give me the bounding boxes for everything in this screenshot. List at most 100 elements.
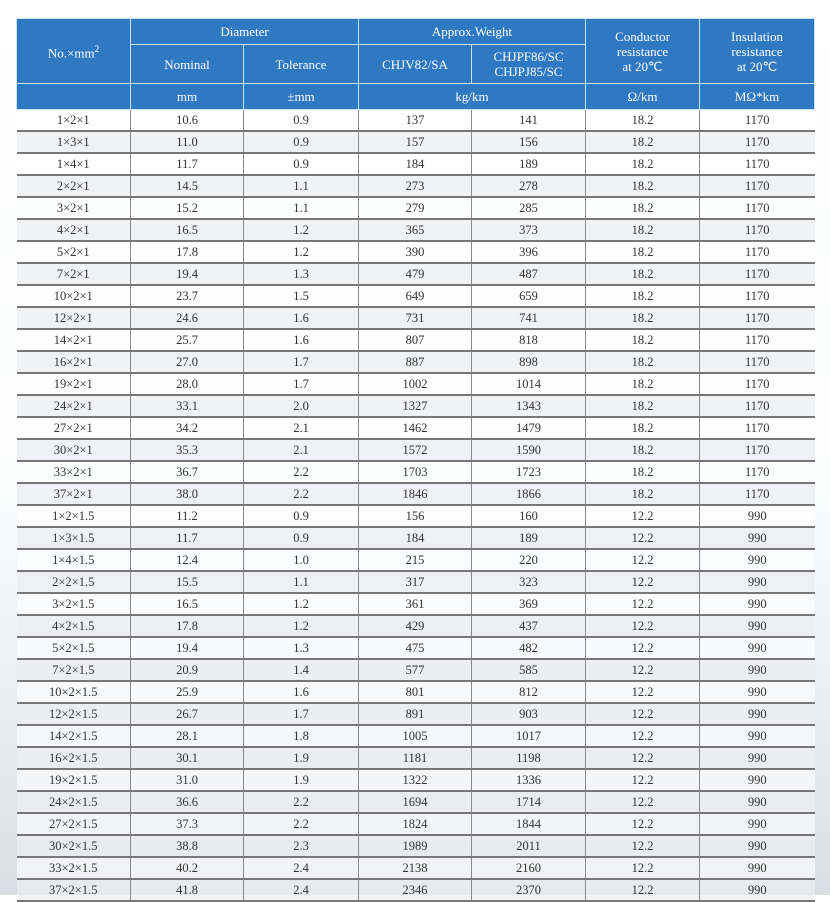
cell-insulation-resistance: 990 xyxy=(699,769,815,792)
table-row: 16×2×1.5 30.1 1.9 1181 1198 12.2 990 xyxy=(16,747,815,770)
cell-weight-chjpf86: 156 xyxy=(470,131,586,154)
cell-size: 14×2×1.5 xyxy=(16,725,131,748)
cell-weight-chjv82: 2138 xyxy=(358,857,472,880)
cell-weight-chjpf86: 585 xyxy=(470,659,586,682)
cell-nominal-diameter: 24.6 xyxy=(130,307,244,330)
cell-size: 3×2×1 xyxy=(16,197,131,220)
cell-nominal-diameter: 11.7 xyxy=(130,527,244,550)
cell-tolerance: 1.2 xyxy=(243,593,359,616)
unit-conductor: Ω/km xyxy=(585,83,701,110)
cell-size: 1×2×1.5 xyxy=(16,505,131,528)
cell-tolerance: 1.4 xyxy=(243,659,359,682)
cell-insulation-resistance: 990 xyxy=(699,615,815,638)
cell-size: 10×2×1 xyxy=(16,285,131,308)
cell-nominal-diameter: 41.8 xyxy=(130,879,244,902)
cell-weight-chjv82: 1322 xyxy=(358,769,472,792)
cell-weight-chjv82: 1989 xyxy=(358,835,472,858)
cell-conductor-resistance: 12.2 xyxy=(585,769,700,792)
header-insulation-resistance: Insulation resistance at 20℃ xyxy=(699,18,816,84)
cell-tolerance: 2.2 xyxy=(243,813,359,836)
cell-weight-chjpf86: 487 xyxy=(470,263,586,286)
cell-conductor-resistance: 12.2 xyxy=(585,615,700,638)
cell-tolerance: 0.9 xyxy=(243,527,359,550)
table-body: 1×2×1 10.6 0.9 137 141 18.2 1170 1×3×1 11.0 0.9 15… xyxy=(16,109,815,902)
cell-weight-chjpf86: 396 xyxy=(470,241,586,264)
cell-conductor-resistance: 18.2 xyxy=(585,307,700,330)
cell-tolerance: 2.0 xyxy=(243,395,359,418)
cell-size: 37×2×1 xyxy=(16,483,131,506)
cell-weight-chjpf86: 659 xyxy=(470,285,586,308)
cell-size: 24×2×1.5 xyxy=(16,791,131,814)
cell-conductor-resistance: 12.2 xyxy=(585,747,700,770)
cell-conductor-resistance: 18.2 xyxy=(585,197,700,220)
cell-conductor-resistance: 18.2 xyxy=(585,483,700,506)
cell-insulation-resistance: 990 xyxy=(699,527,815,550)
cell-weight-chjv82: 891 xyxy=(358,703,472,726)
cell-weight-chjpf86: 1590 xyxy=(470,439,586,462)
cell-size: 1×4×1.5 xyxy=(16,549,131,572)
cell-weight-chjpf86: 2370 xyxy=(470,879,586,902)
table-row: 16×2×1 27.0 1.7 887 898 18.2 1170 xyxy=(16,351,815,374)
cell-tolerance: 1.1 xyxy=(243,571,359,594)
cell-nominal-diameter: 28.0 xyxy=(130,373,244,396)
table-row: 2×2×1 14.5 1.1 273 278 18.2 1170 xyxy=(16,175,815,198)
cell-nominal-diameter: 36.6 xyxy=(130,791,244,814)
cell-tolerance: 1.1 xyxy=(243,197,359,220)
table-row: 10×2×1 23.7 1.5 649 659 18.2 1170 xyxy=(16,285,815,308)
table-row: 33×2×1.5 40.2 2.4 2138 2160 12.2 990 xyxy=(16,857,815,880)
cell-tolerance: 2.3 xyxy=(243,835,359,858)
header-nominal: Nominal xyxy=(130,44,244,84)
cell-size: 19×2×1 xyxy=(16,373,131,396)
cell-insulation-resistance: 1170 xyxy=(699,395,815,418)
table-row: 19×2×1 28.0 1.7 1002 1014 18.2 1170 xyxy=(16,373,815,396)
cell-nominal-diameter: 25.9 xyxy=(130,681,244,704)
cell-weight-chjpf86: 903 xyxy=(470,703,586,726)
cell-nominal-diameter: 10.6 xyxy=(130,109,244,132)
table-row: 33×2×1 36.7 2.2 1703 1723 18.2 1170 xyxy=(16,461,815,484)
cell-tolerance: 1.9 xyxy=(243,747,359,770)
cell-conductor-resistance: 12.2 xyxy=(585,571,700,594)
cell-weight-chjpf86: 818 xyxy=(470,329,586,352)
table-row: 4×2×1.5 17.8 1.2 429 437 12.2 990 xyxy=(16,615,815,638)
cell-insulation-resistance: 990 xyxy=(699,703,815,726)
cable-spec-table: No.×mm2 Diameter Approx.Weight Conductor… xyxy=(16,18,816,902)
cell-conductor-resistance: 18.2 xyxy=(585,131,700,154)
cell-size: 12×2×1 xyxy=(16,307,131,330)
cell-weight-chjv82: 184 xyxy=(358,153,472,176)
cell-weight-chjv82: 429 xyxy=(358,615,472,638)
cell-nominal-diameter: 28.1 xyxy=(130,725,244,748)
unit-insulation: MΩ*km xyxy=(699,83,816,110)
header-chjpf86-chjpj85: CHJPF86/SC CHJPJ85/SC xyxy=(470,44,587,84)
header-size: No.×mm2 xyxy=(16,18,131,84)
cell-size: 2×2×1 xyxy=(16,175,131,198)
table-row: 4×2×1 16.5 1.2 365 373 18.2 1170 xyxy=(16,219,815,242)
cell-insulation-resistance: 990 xyxy=(699,637,815,660)
cell-weight-chjpf86: 1017 xyxy=(470,725,586,748)
table-row: 19×2×1.5 31.0 1.9 1322 1336 12.2 990 xyxy=(16,769,815,792)
cell-nominal-diameter: 38.0 xyxy=(130,483,244,506)
cell-insulation-resistance: 1170 xyxy=(699,153,815,176)
cell-size: 1×3×1 xyxy=(16,131,131,154)
cell-weight-chjv82: 1572 xyxy=(358,439,472,462)
cell-conductor-resistance: 12.2 xyxy=(585,593,700,616)
cell-tolerance: 2.2 xyxy=(243,483,359,506)
cell-nominal-diameter: 25.7 xyxy=(130,329,244,352)
cell-size: 19×2×1.5 xyxy=(16,769,131,792)
cell-size: 30×2×1 xyxy=(16,439,131,462)
cell-size: 24×2×1 xyxy=(16,395,131,418)
cell-tolerance: 2.1 xyxy=(243,417,359,440)
cell-insulation-resistance: 1170 xyxy=(699,351,815,374)
cell-weight-chjpf86: 189 xyxy=(470,527,586,550)
cell-insulation-resistance: 990 xyxy=(699,681,815,704)
cell-insulation-resistance: 1170 xyxy=(699,175,815,198)
cell-nominal-diameter: 17.8 xyxy=(130,615,244,638)
cell-tolerance: 1.2 xyxy=(243,241,359,264)
table-row: 24×2×1 33.1 2.0 1327 1343 18.2 1170 xyxy=(16,395,815,418)
cell-weight-chjpf86: 1336 xyxy=(470,769,586,792)
table-row: 27×2×1.5 37.3 2.2 1824 1844 12.2 990 xyxy=(16,813,815,836)
cell-insulation-resistance: 990 xyxy=(699,659,815,682)
cell-weight-chjv82: 361 xyxy=(358,593,472,616)
table-row: 30×2×1 35.3 2.1 1572 1590 18.2 1170 xyxy=(16,439,815,462)
cell-tolerance: 1.2 xyxy=(243,615,359,638)
cell-nominal-diameter: 27.0 xyxy=(130,351,244,374)
